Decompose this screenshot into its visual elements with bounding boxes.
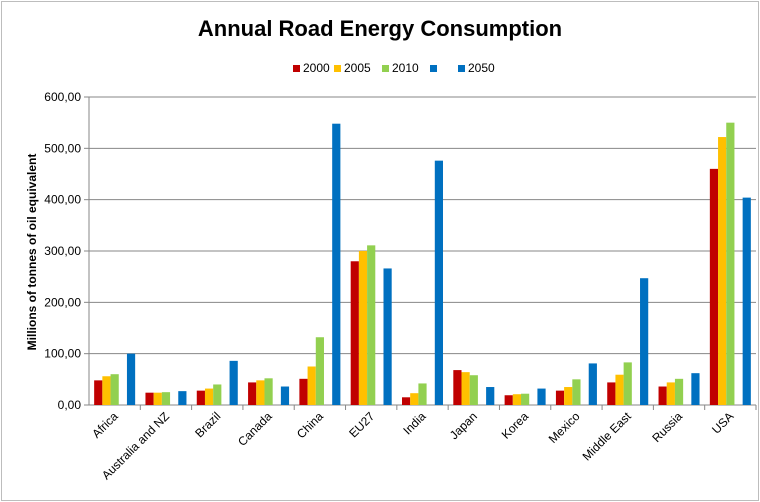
axes <box>84 96 757 410</box>
bar-2005-mexico <box>564 387 573 405</box>
bar-2010-korea <box>521 393 530 405</box>
bar-2050-eu27 <box>383 268 392 405</box>
bar-2050-usa <box>742 197 751 405</box>
bar-2050-mexico <box>588 363 597 405</box>
bar-2010-brazil <box>213 384 222 405</box>
bar-2005-eu27 <box>358 251 368 405</box>
bar-2010-australia-and-nz <box>161 392 171 405</box>
bar-2050-middle-east <box>640 278 649 405</box>
bar-2000-middle-east <box>607 382 616 405</box>
bar-2050-brazil <box>229 360 238 405</box>
bar-2050-africa <box>126 353 136 405</box>
bar-2005-korea <box>512 394 522 405</box>
bar-2000-india <box>402 397 411 405</box>
legend-label: 2005 <box>344 61 371 75</box>
y-tick-label: 400,00 <box>44 193 81 207</box>
bar-2050-korea <box>537 388 546 405</box>
bar-2010-russia <box>674 378 684 405</box>
bars <box>94 122 751 406</box>
bar-2050-canada <box>280 386 290 405</box>
y-tick-label: 0,00 <box>58 398 82 412</box>
bar-2000-canada <box>248 382 257 405</box>
bar-2010-japan <box>469 375 478 405</box>
bar-2005-usa <box>718 137 727 406</box>
bar-2050-china <box>332 123 341 406</box>
chart-title: Annual Road Energy Consumption <box>197 16 563 41</box>
x-tick-label: China <box>294 409 326 441</box>
x-tick-label: EU27 <box>346 409 377 440</box>
bar-2010-india <box>418 383 427 405</box>
bar-2010-mexico <box>572 379 581 405</box>
legend-label: 2010 <box>392 61 419 75</box>
bar-2000-mexico <box>555 390 565 405</box>
bar-2005-brazil <box>204 388 214 405</box>
bar-2010-canada <box>264 378 273 405</box>
bar-2005-africa <box>102 376 111 405</box>
x-tick-label: USA <box>709 409 736 436</box>
legend-swatch <box>293 65 300 72</box>
legend-label: 2050 <box>468 61 495 75</box>
x-tick-label: Russia <box>649 409 685 445</box>
x-tick-label: Brazil <box>192 409 223 440</box>
bar-2050-australia-and-nz <box>178 391 187 405</box>
bar-2050-japan <box>486 387 495 405</box>
bar-2050-india <box>434 160 443 405</box>
y-tick-label: 600,00 <box>44 90 81 104</box>
x-tick-label: Mexico <box>546 409 583 446</box>
gridlines <box>89 96 756 355</box>
bar-2000-usa <box>709 168 719 405</box>
bar-2010-usa <box>726 122 735 406</box>
bar-2050-russia <box>691 373 700 405</box>
legend-label: 2000 <box>303 61 330 75</box>
legend-swatch <box>430 65 437 72</box>
bar-2010-china <box>315 337 324 405</box>
bar-2005-australia-and-nz <box>153 392 162 405</box>
x-tick-label: Japan <box>447 409 480 442</box>
legend-swatch <box>458 65 465 72</box>
bar-2000-eu27 <box>350 261 359 405</box>
bar-2010-eu27 <box>367 245 376 405</box>
bar-2005-russia <box>666 382 675 405</box>
y-tick-label: 500,00 <box>44 141 81 155</box>
bar-2005-india <box>410 393 419 405</box>
bar-2010-africa <box>110 374 119 405</box>
bar-2000-china <box>299 378 308 405</box>
bar-2005-canada <box>256 380 265 405</box>
bar-2000-brazil <box>196 390 205 405</box>
x-tick-label: Africa <box>89 409 121 441</box>
y-tick-label: 300,00 <box>44 244 81 258</box>
legend-swatch <box>382 65 389 72</box>
y-tick-label: 100,00 <box>44 347 81 361</box>
x-tick-label: Korea <box>499 409 532 442</box>
x-tick-label: Canada <box>235 409 275 449</box>
bar-2000-russia <box>658 386 667 405</box>
legend-swatch <box>334 65 341 72</box>
x-tick-label: India <box>400 409 429 438</box>
x-tick-label: Middle East <box>580 409 635 464</box>
y-axis-label: Millions of tonnes of oil equivalent <box>25 154 39 351</box>
bar-2005-japan <box>461 372 470 405</box>
bar-2000-korea <box>504 395 513 405</box>
y-tick-label: 200,00 <box>44 295 81 309</box>
bar-2000-africa <box>94 380 103 405</box>
bar-2000-australia-and-nz <box>145 392 154 405</box>
bar-2005-china <box>307 366 316 405</box>
bar-2010-middle-east <box>623 362 632 405</box>
bar-2000-japan <box>453 370 462 405</box>
legend: 2000 2005 2010 2050 <box>293 61 495 75</box>
bar-2005-middle-east <box>615 374 624 405</box>
